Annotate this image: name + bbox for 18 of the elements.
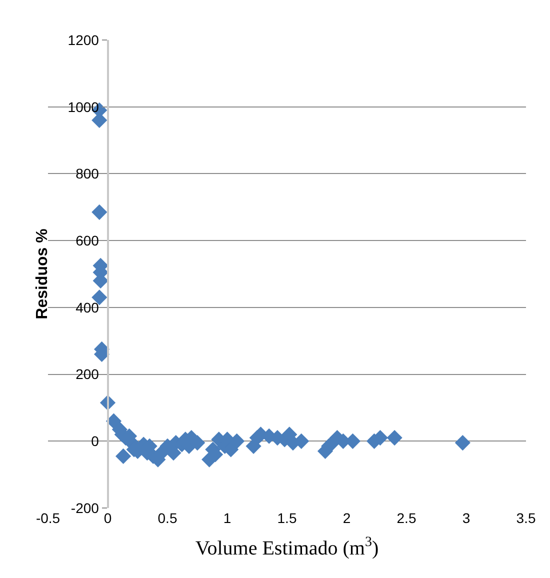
x-tick-label: 1	[223, 510, 232, 526]
x-tick-label: 3.5	[516, 510, 536, 526]
x-tick-label: 0	[104, 510, 112, 526]
y-tick-label: 600	[76, 232, 100, 248]
x-axis-title: Volume Estimado (m$^{3}$)	[195, 535, 379, 560]
x-tick-label: 0.5	[158, 510, 178, 526]
x-tick-label: 2.5	[396, 510, 416, 526]
y-tick-label: 0	[91, 433, 100, 450]
x-tick-label: 3	[462, 510, 470, 526]
y-tick-label: -200	[70, 500, 100, 516]
y-tick-label: 800	[76, 166, 100, 182]
y-axis-title: Residuos %	[34, 228, 52, 320]
y-tick-label: 1200	[68, 32, 100, 48]
x-tick-label: 2	[342, 510, 351, 526]
x-tick-label: 1.5	[277, 510, 297, 526]
x-tick-label: -0.5	[36, 510, 60, 526]
y-tick-label: 200	[76, 366, 100, 382]
y-tick-label: 400	[76, 299, 100, 316]
